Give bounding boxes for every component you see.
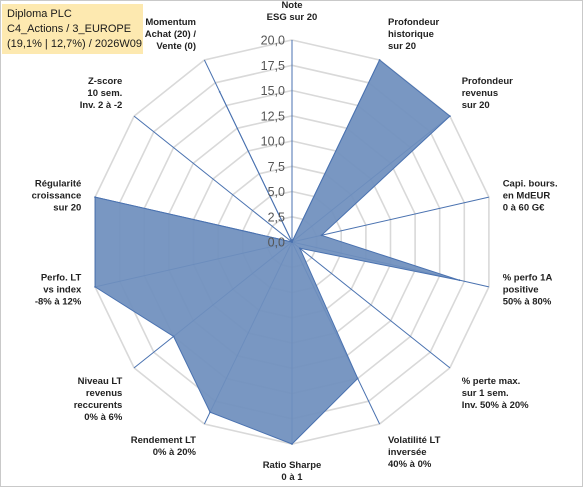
tick-label: 20,0 — [261, 34, 285, 48]
tick-label: 17,5 — [261, 59, 285, 73]
axis-label: Momentum Achat (20) / Vente (0) — [145, 17, 197, 52]
data-point — [218, 91, 221, 93]
radar-series — [94, 59, 461, 445]
company-name: Diploma PLC — [7, 8, 72, 20]
axis-label: Régularité croissance sur 20 — [32, 178, 82, 213]
data-point — [94, 286, 96, 288]
data-point — [449, 115, 451, 117]
axis-label: Perfo. LT vs index -8% à 12% — [35, 273, 82, 308]
radar-ticks: 0,0 2,5 5,0 7,5 10,0 12,5 15,0 17,5 20,0 — [261, 34, 285, 250]
data-point — [299, 247, 301, 250]
data-point — [378, 59, 381, 61]
tick-label: 0,0 — [268, 236, 285, 250]
data-point — [94, 196, 96, 199]
axis-label: Capi. bours. en MdEUR 0 à 60 G€ — [503, 178, 558, 213]
axis-label: % perte max. sur 1 sem. Inv. 50% à 20% — [462, 376, 529, 411]
axis-label: Rendement LT 0% à 20% — [131, 435, 197, 458]
axis-spoke — [291, 241, 451, 369]
axis-label: Z-score 10 sem. Inv. 2 à -2 — [80, 76, 123, 111]
axis-label: Volatilité LT inversée 40% à 0% — [388, 435, 441, 470]
axis-label: Ratio Sharpe 0 à 1 — [263, 460, 322, 483]
axis-label: Note ESG sur 20 — [267, 0, 318, 23]
axis-spoke — [291, 196, 490, 243]
portfolio-category: C4_Actions / 3_EUROPE — [7, 23, 132, 35]
data-point — [320, 234, 323, 237]
performance-week: (19,1% | 12,7%) / 2026W09 — [7, 38, 142, 50]
tick-label: 10,0 — [261, 135, 285, 149]
axis-label: Profondeur historique sur 20 — [388, 17, 439, 52]
data-point — [291, 443, 293, 445]
tick-label: 12,5 — [261, 109, 285, 123]
axis-label: % perfo 1A positive 50% à 80% — [503, 273, 553, 308]
data-point — [458, 279, 461, 282]
tick-label: 2,5 — [268, 210, 285, 224]
header-box: Diploma PLC C4_Actions / 3_EUROPE (19,1%… — [2, 4, 143, 54]
axis-label: Profondeur revenus sur 20 — [462, 76, 513, 111]
axis-spoke — [133, 115, 293, 243]
axis-label: Niveau LT revenus reccurents 0% à 6% — [74, 376, 123, 423]
tick-label: 5,0 — [268, 185, 285, 199]
data-point — [209, 411, 212, 414]
radar-axis-labels: Note ESG sur 20 Profondeur historique sur 20… — [32, 0, 558, 483]
tick-label: 15,0 — [261, 84, 285, 98]
data-point — [291, 241, 293, 243]
data-point — [172, 335, 175, 338]
data-point — [356, 377, 359, 380]
tick-label: 7,5 — [268, 160, 285, 174]
